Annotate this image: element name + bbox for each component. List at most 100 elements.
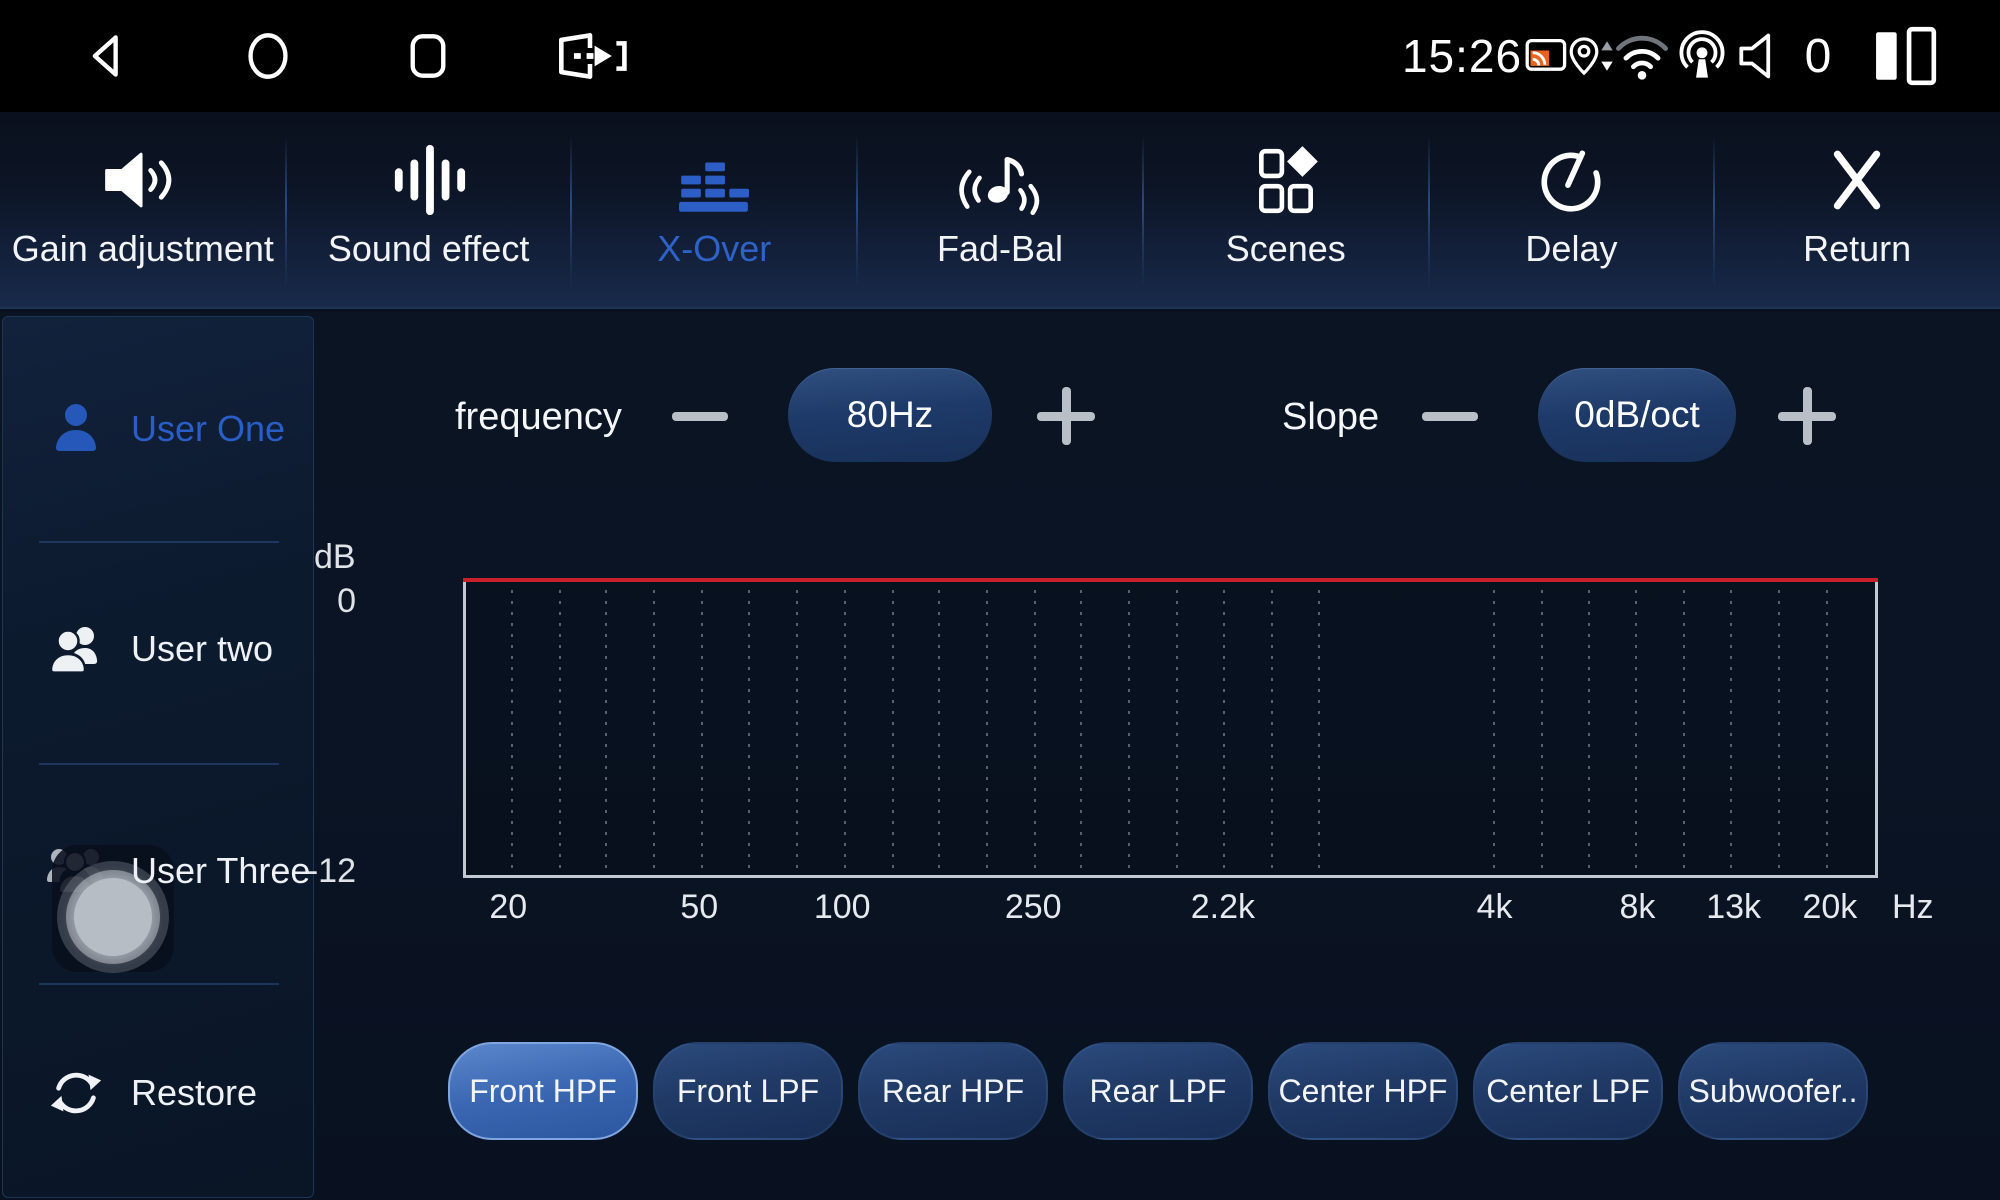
status-bar: 15:26 — [0, 0, 2000, 112]
chart-gridline — [1270, 590, 1273, 869]
sidebar-item-restore[interactable]: Restore — [3, 1049, 313, 1137]
x-tick-label: 50 — [680, 888, 719, 926]
y-axis-unit-label: dB — [314, 538, 356, 576]
filter-subwoofer[interactable]: Subwoofer.. — [1678, 1042, 1868, 1140]
volume-icon — [1736, 0, 1794, 112]
chart-gridline — [1493, 590, 1496, 869]
chart-gridline — [653, 590, 656, 869]
frequency-label: frequency — [455, 396, 622, 438]
sidebar-divider — [39, 983, 279, 985]
x-tick-label: 250 — [1004, 888, 1062, 926]
sidebar-divider — [39, 763, 279, 765]
x-over-icon — [674, 138, 754, 222]
frequency-plus-button[interactable] — [1037, 387, 1095, 445]
tab-x-over[interactable]: X-Over — [571, 112, 858, 312]
hotspot-icon — [1676, 0, 1728, 112]
tab-label: Delay — [1525, 228, 1618, 269]
chart-gridline — [795, 590, 798, 869]
user-preset-sidebar: User One User two — [2, 316, 314, 1198]
filter-center-hpf[interactable]: Center HPF — [1268, 1042, 1458, 1140]
frequency-minus-button[interactable] — [672, 412, 728, 421]
back-nav-icon[interactable] — [78, 0, 138, 112]
ripple-center-dot — [74, 878, 152, 956]
x-axis-ticks: 20 50 100 250 2.2k 4k 8k 13k 20k — [463, 888, 1878, 932]
speaker-filter-buttons: Front HPF Front LPF Rear HPF Rear LPF Ce… — [448, 1042, 1868, 1140]
tab-label: Fad-Bal — [936, 228, 1064, 269]
tab-return[interactable]: Return — [1714, 112, 2000, 312]
location-icon — [1566, 0, 1602, 112]
chart-gridline — [701, 590, 704, 869]
chart-gridline — [558, 590, 561, 869]
gain-adjustment-icon — [97, 138, 189, 222]
delay-icon — [1534, 138, 1608, 222]
exit-app-icon[interactable] — [548, 0, 632, 112]
sidebar-item-user-one[interactable]: User One — [3, 385, 313, 473]
users-two-icon — [45, 620, 107, 678]
x-tick-label: 20 — [489, 888, 528, 926]
chart-gridline — [1683, 590, 1686, 869]
chart-gridline — [1176, 590, 1179, 869]
split-screen-icon — [1872, 0, 1942, 112]
x-tick-label: 2.2k — [1190, 888, 1255, 926]
filter-rear-lpf[interactable]: Rear LPF — [1063, 1042, 1253, 1140]
tab-scenes[interactable]: Scenes — [1143, 112, 1430, 312]
filter-front-hpf[interactable]: Front HPF — [448, 1042, 638, 1140]
sidebar-item-label: User One — [131, 408, 286, 449]
x-tick-label: 8k — [1619, 888, 1656, 926]
chart-gridline — [1318, 590, 1321, 869]
chart-gridline — [1729, 590, 1732, 869]
tab-label: Return — [1803, 228, 1912, 269]
sidebar-item-label: User two — [131, 628, 274, 669]
tab-label: Scenes — [1225, 228, 1346, 269]
x-tick-label: 100 — [813, 888, 871, 926]
dsp-tab-bar: Gain adjustment Sound effect — [0, 112, 2000, 312]
volume-level: 0 — [1804, 29, 1832, 83]
sidebar-divider — [39, 541, 279, 543]
recents-nav-icon[interactable] — [398, 0, 458, 112]
fad-bal-icon — [957, 138, 1043, 222]
touch-ripple-indicator — [52, 845, 174, 973]
filter-rear-hpf[interactable]: Rear HPF — [858, 1042, 1048, 1140]
tab-label: X-Over — [657, 228, 772, 269]
sidebar-item-label: Restore — [131, 1072, 258, 1113]
y-tick-0: 0 — [337, 582, 356, 620]
tab-label: Gain adjustment — [11, 228, 274, 269]
chart-gridline — [511, 590, 514, 869]
x-tick-label: 4k — [1476, 888, 1513, 926]
x-tick-label: 20k — [1802, 888, 1858, 926]
filter-front-lpf[interactable]: Front LPF — [653, 1042, 843, 1140]
close-x-icon — [1824, 138, 1890, 222]
wifi-icon — [1612, 0, 1672, 112]
chart-gridline — [891, 590, 894, 869]
sound-effect-icon — [390, 138, 468, 222]
chart-gridline — [1128, 590, 1131, 869]
slope-minus-button[interactable] — [1422, 412, 1478, 421]
clock-time: 15:26 — [1401, 30, 1523, 82]
restore-icon — [45, 1064, 107, 1122]
scenes-icon — [1249, 138, 1323, 222]
chart-gridline — [1541, 590, 1544, 869]
slope-plus-button[interactable] — [1778, 387, 1836, 445]
user-one-icon — [45, 399, 107, 459]
tab-gain-adjustment[interactable]: Gain adjustment — [0, 112, 287, 312]
tab-fad-bal[interactable]: Fad-Bal — [857, 112, 1144, 312]
data-transfer-arrows-icon — [1598, 0, 1616, 112]
chart-gridline — [843, 590, 846, 869]
chart-gridline — [985, 590, 988, 869]
plot-area — [463, 578, 1878, 878]
home-nav-icon[interactable] — [238, 0, 298, 112]
chart-gridline — [1777, 590, 1780, 869]
y-tick-minus-12: -12 — [306, 852, 356, 890]
sidebar-item-user-two[interactable]: User two — [3, 605, 313, 693]
slope-label: Slope — [1282, 396, 1380, 438]
cast-icon — [1524, 0, 1570, 112]
response-curve-line — [463, 578, 1878, 582]
chart-gridline — [605, 590, 608, 869]
chart-gridline — [1033, 590, 1036, 869]
tab-sound-effect[interactable]: Sound effect — [286, 112, 573, 312]
sidebar-item-label: User Three — [131, 850, 311, 891]
chart-gridline — [938, 590, 940, 869]
tab-delay[interactable]: Delay — [1429, 112, 1716, 312]
filter-center-lpf[interactable]: Center LPF — [1473, 1042, 1663, 1140]
